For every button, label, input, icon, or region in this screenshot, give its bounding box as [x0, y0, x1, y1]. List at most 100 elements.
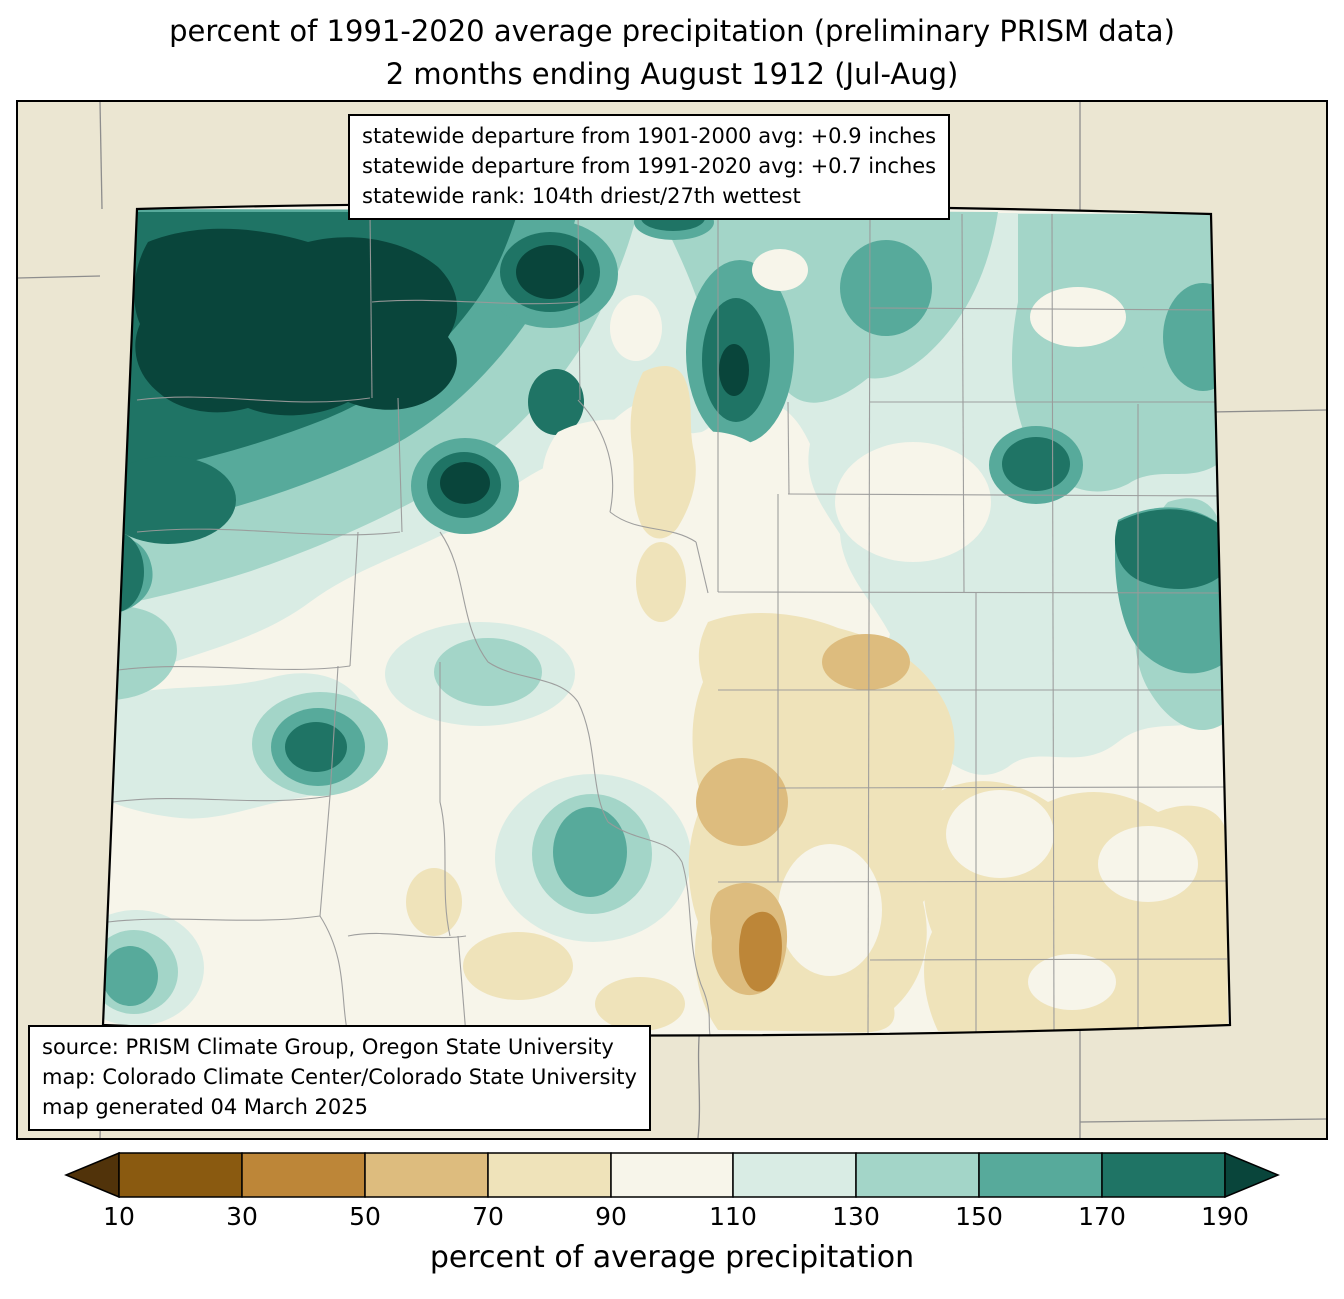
- colorbar-tick: 30: [226, 1202, 258, 1231]
- colorbar-segment: [118, 1152, 243, 1198]
- colorbar-tick-labels: 10 30 50 70 90 110 130 150 170 190: [64, 1198, 1280, 1234]
- state-boundary-line: [99, 102, 103, 210]
- page-title: percent of 1991-2020 average precipitati…: [0, 0, 1344, 96]
- stats-line-3: statewide rank: 104th driest/27th wettes…: [362, 184, 801, 208]
- county-line: [319, 915, 349, 1036]
- colorbar-left-arrow: [64, 1152, 120, 1198]
- colorbar-tick: 90: [595, 1202, 627, 1231]
- county-line: [867, 213, 871, 1036]
- colorbar-segment: [1101, 1152, 1226, 1198]
- county-line: [681, 861, 711, 1036]
- state-boundary-line: [18, 275, 101, 279]
- state-boundary-line: [697, 1024, 701, 1138]
- county-line: [369, 213, 373, 399]
- state-boundary-line: [1079, 1118, 1326, 1123]
- county-line: [787, 401, 790, 495]
- contour-region: [630, 366, 696, 539]
- contour-region: [835, 442, 991, 562]
- contour-region: [946, 790, 1054, 878]
- colorbar-tick: 50: [349, 1202, 381, 1231]
- county-line: [371, 299, 579, 305]
- contour-region: [1012, 214, 1218, 492]
- county-line: [457, 935, 467, 1036]
- colorbar-tick: 130: [832, 1202, 880, 1231]
- contour-region: [134, 228, 458, 416]
- county-line: [117, 665, 351, 671]
- stats-line-1: statewide departure from 1901-2000 avg: …: [362, 124, 937, 148]
- colorbar-tick: 190: [1201, 1202, 1249, 1231]
- contour-region: [440, 462, 490, 504]
- contour-region: [696, 758, 788, 846]
- county-line: [609, 511, 697, 543]
- colorbar-tick: 110: [709, 1202, 757, 1231]
- county-line: [347, 932, 467, 939]
- county-line: [319, 795, 331, 917]
- colorbar-segment: [241, 1152, 366, 1198]
- county-line: [717, 591, 1227, 594]
- state-boundary-line: [1210, 409, 1326, 413]
- contour-region: [103, 946, 158, 1006]
- county-line: [577, 701, 609, 823]
- colorbar-label: percent of average precipitation: [429, 1240, 915, 1275]
- contour-region: [463, 932, 573, 1000]
- county-line: [869, 958, 1228, 961]
- title-line-2: 2 months ending August 1912 (Jul-Aug): [385, 57, 959, 91]
- county-line: [107, 915, 321, 923]
- contour-region: [1030, 287, 1126, 347]
- colorbar-right-arrow: [1224, 1152, 1280, 1198]
- source-info-box: source: PRISM Climate Group, Oregon Stat…: [28, 1025, 651, 1131]
- county-line: [112, 795, 331, 803]
- county-line: [136, 396, 371, 403]
- statewide-stats-box: statewide departure from 1901-2000 avg: …: [348, 114, 951, 220]
- county-line: [577, 399, 614, 513]
- colorbar-scale: [64, 1152, 1280, 1198]
- county-line: [1051, 213, 1055, 1036]
- county-line: [349, 531, 359, 667]
- contour-region: [752, 249, 808, 291]
- contour-region: [285, 722, 347, 772]
- contour-region: [1028, 954, 1116, 1010]
- contour-region: [610, 295, 662, 361]
- contour-region: [719, 344, 749, 396]
- colorbar-tick: 70: [472, 1202, 504, 1231]
- county-line: [329, 665, 339, 797]
- county-line: [439, 662, 451, 937]
- title-line-1: percent of 1991-2020 average precipitati…: [169, 14, 1175, 48]
- contour-region: [1098, 826, 1198, 902]
- county-line: [397, 397, 403, 533]
- colorbar-segment: [978, 1152, 1103, 1198]
- colorbar-segment: [610, 1152, 734, 1198]
- county-line: [777, 786, 1227, 789]
- county-line: [577, 209, 581, 401]
- county-line: [607, 821, 683, 863]
- colorado-precip-map: [18, 102, 1326, 1138]
- colorado-fill-layers: [103, 204, 1230, 1036]
- contour-region: [516, 245, 584, 299]
- source-line-1: source: PRISM Climate Group, Oregon Stat…: [42, 1035, 614, 1059]
- contour-region: [103, 456, 236, 544]
- county-line: [717, 880, 1228, 883]
- contour-region: [822, 634, 910, 690]
- source-line-2: map: Colorado Climate Center/Colorado St…: [42, 1065, 637, 1089]
- county-line: [487, 661, 579, 703]
- county-line: [136, 528, 401, 536]
- contour-region: [1114, 509, 1225, 590]
- contour-region: [553, 807, 627, 897]
- map-area: statewide departure from 1901-2000 avg: …: [16, 100, 1328, 1140]
- contour-region: [840, 240, 932, 336]
- contour-region: [739, 911, 782, 992]
- county-boundaries: [107, 209, 1229, 1036]
- contour-region: [1002, 437, 1070, 491]
- contour-region: [434, 638, 542, 706]
- source-line-3: map generated 04 March 2025: [42, 1095, 369, 1119]
- colorbar-tick: 150: [955, 1202, 1003, 1231]
- colorbar-segment: [855, 1152, 980, 1198]
- contour-region: [406, 868, 462, 936]
- contour-region: [103, 606, 177, 702]
- county-line: [869, 307, 1229, 311]
- colorbar-tick: 10: [103, 1202, 135, 1231]
- county-line: [695, 541, 709, 594]
- contour-region: [595, 977, 685, 1031]
- county-line: [439, 531, 489, 663]
